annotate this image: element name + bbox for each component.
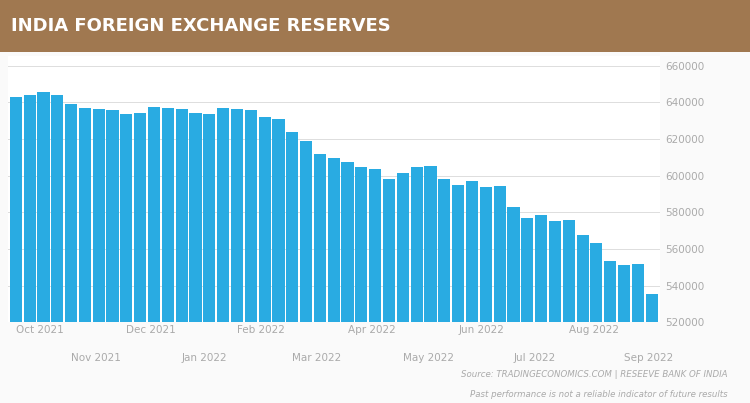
Bar [38,92,50,403]
Bar [120,114,133,403]
Bar [65,104,77,403]
Bar [494,186,506,403]
Bar [618,265,630,403]
Bar [148,107,160,403]
Bar [383,179,395,403]
Bar [452,185,464,403]
Bar [190,113,202,403]
Bar [356,167,368,403]
Bar [646,294,658,403]
Bar [79,108,91,403]
Bar [217,108,229,403]
Bar [231,109,243,403]
Bar [51,95,63,403]
Bar [314,154,326,403]
Bar [259,117,271,403]
Bar [466,181,478,403]
Bar [521,218,533,403]
Bar [632,264,644,403]
Bar [438,179,451,403]
Text: Jul 2022: Jul 2022 [514,353,556,363]
Bar [369,169,381,403]
Bar [480,187,492,403]
Bar [93,109,105,403]
Bar [508,207,520,403]
Bar [286,132,298,403]
Bar [176,109,188,403]
Bar [134,113,146,403]
Bar [244,110,257,403]
Bar [272,119,284,403]
Text: Past performance is not a reliable indicator of future results: Past performance is not a reliable indic… [470,390,728,399]
Bar [577,235,589,403]
Bar [106,110,118,403]
Bar [604,261,616,403]
Bar [341,162,354,403]
Bar [23,95,36,403]
Bar [162,108,174,403]
Text: Source: TRADINGECONOMICS.COM | RESEEVE BANK OF INDIA: Source: TRADINGECONOMICS.COM | RESEEVE B… [461,370,728,379]
Bar [549,220,561,403]
Bar [562,220,574,403]
Bar [424,166,436,403]
Bar [10,97,22,403]
Text: Mar 2022: Mar 2022 [292,353,341,363]
Bar [590,243,602,403]
Bar [300,141,312,403]
Text: May 2022: May 2022 [403,353,454,363]
Bar [203,114,215,403]
Bar [410,167,423,403]
Text: Nov 2021: Nov 2021 [71,353,121,363]
Bar [535,215,548,403]
Text: Sep 2022: Sep 2022 [624,353,674,363]
Text: Jan 2022: Jan 2022 [182,353,227,363]
Text: INDIA FOREIGN EXCHANGE RESERVES: INDIA FOREIGN EXCHANGE RESERVES [11,17,391,35]
Bar [328,158,340,403]
Bar [397,173,409,403]
